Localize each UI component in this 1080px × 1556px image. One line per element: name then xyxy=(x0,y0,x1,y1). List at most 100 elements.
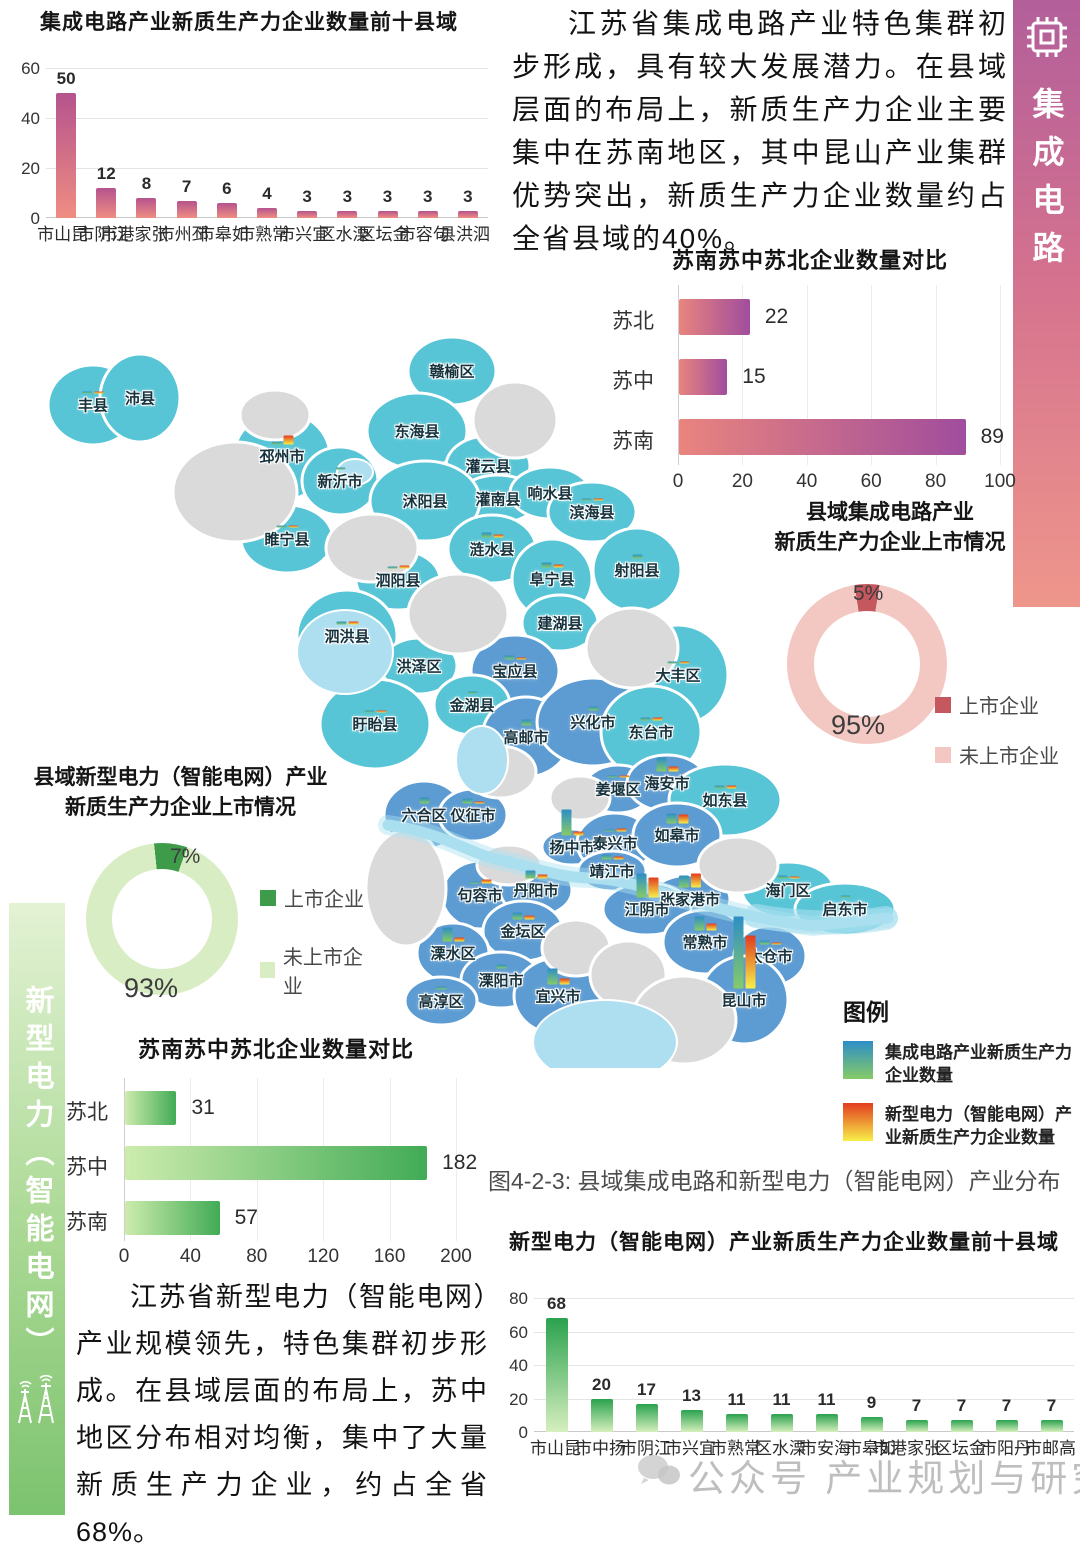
legend-title: 图例 xyxy=(843,999,889,1025)
bar xyxy=(257,208,277,218)
ic-mini-bar xyxy=(461,798,472,804)
county-name: 江阴市 xyxy=(624,901,670,919)
county-label: 泗阳县 xyxy=(375,565,421,591)
bar xyxy=(125,1090,177,1125)
legend-swatch xyxy=(935,746,951,763)
ic-gradient-swatch xyxy=(843,1041,873,1079)
x-axis-line xyxy=(534,1431,1074,1432)
x-tick-label: 120 xyxy=(307,1246,340,1267)
donut-title: 县域集成电路产业 新质生产力企业上市情况 xyxy=(774,501,1006,554)
county-name: 张家港市 xyxy=(659,891,721,909)
figure-caption: 图4-2-3: 县域集成电路和新型电力（智能电网）产业分布 xyxy=(488,1168,1061,1194)
power-mini-bar xyxy=(690,873,701,888)
county-label: 如皋市 xyxy=(654,813,700,846)
power-mini-bar xyxy=(651,717,662,721)
ic-mini-bar xyxy=(639,717,650,721)
y-tick-label: 80 xyxy=(509,1289,528,1308)
county-name: 靖江市 xyxy=(589,863,635,881)
county-label: 如东县 xyxy=(702,785,748,811)
county-mini-bars xyxy=(665,813,688,824)
county-label: 邳州市 xyxy=(259,435,305,467)
county-label: 阜宁县 xyxy=(529,562,575,590)
x-tick-label: 160 xyxy=(373,1246,406,1267)
ic-mini-bar xyxy=(631,554,642,559)
ic-mini-bar xyxy=(511,912,522,920)
county-label: 新沂市 xyxy=(317,467,363,492)
power-mini-bar xyxy=(618,775,629,778)
y-tick-label: 60 xyxy=(21,59,40,78)
county-label: 海门区 xyxy=(765,875,811,901)
ic-region-compare-chart: 苏南苏中苏北企业数量对比 0 20 40 60 80 100 苏北 22 苏中 15 苏南 89 xyxy=(608,243,1016,492)
x-tick-label: 40 xyxy=(179,1246,201,1267)
y-tick-label: 40 xyxy=(509,1356,528,1375)
power-listing-donut: 县域新型电力（智能电网）产业 新质生产力企业上市情况 7% 93% 上市企业 未上市企… xyxy=(8,763,376,1055)
bar xyxy=(995,1420,1018,1432)
x-category-label: 邳州市 xyxy=(154,225,208,243)
county-mini-bars xyxy=(732,916,755,989)
bar-value-label: 7 xyxy=(1001,1396,1012,1416)
bar-value-label: 89 xyxy=(980,425,1004,448)
donut-legend-item: 未上市企业 xyxy=(935,740,1059,769)
county-mini-bars xyxy=(81,391,104,394)
bar xyxy=(679,419,966,455)
county-mini-bars xyxy=(580,498,603,501)
ic-mini-bar xyxy=(335,621,346,625)
ic-mini-bar xyxy=(603,829,614,832)
gridline xyxy=(871,285,873,465)
ic-mini-bar xyxy=(503,655,514,660)
bar xyxy=(417,210,438,218)
legend-swatch xyxy=(260,962,275,978)
row-category-label: 苏中 xyxy=(66,1155,108,1179)
county-name: 邳州市 xyxy=(259,448,305,466)
bar-value-label: 7 xyxy=(1046,1396,1057,1416)
county-mini-bars xyxy=(480,532,503,538)
x-category-label: 高邮市 xyxy=(1022,1439,1075,1457)
gridline xyxy=(456,1078,457,1241)
ic-mini-bar xyxy=(580,498,591,501)
power-banner-label: 新型电力（智能电网） xyxy=(21,985,53,1365)
x-category-label: 昆山市 xyxy=(527,1439,580,1457)
donut-ring xyxy=(787,584,947,744)
county-label: 建湖县 xyxy=(537,613,582,634)
power-mini-bar xyxy=(523,915,534,920)
county-name: 泰兴市 xyxy=(592,835,638,853)
ic-mini-bar xyxy=(546,968,557,985)
county-label: 大丰区 xyxy=(655,661,701,686)
county-label: 江阴市 xyxy=(624,873,670,920)
power-mini-bar xyxy=(287,525,298,528)
county-mini-bars xyxy=(758,940,781,945)
ic-mini-bar xyxy=(606,775,617,778)
county-name: 高邮市 xyxy=(503,729,549,747)
county-label: 盱眙县 xyxy=(352,710,398,735)
chart-title: 苏南苏中苏北企业数量对比 xyxy=(671,248,948,273)
gridline xyxy=(742,285,744,465)
chart-title: 集成电路产业新质生产力企业数量前十县域 xyxy=(40,11,458,34)
county-label: 宜兴市 xyxy=(535,968,581,1007)
bar-value-label: 8 xyxy=(141,174,152,193)
x-tick-label: 200 xyxy=(440,1246,472,1267)
county-label: 射阳县 xyxy=(614,554,660,581)
power-mini-bar xyxy=(592,498,603,501)
x-category-label: 溧水区 xyxy=(315,225,369,243)
county-mini-bars xyxy=(655,757,678,772)
county-label: 扬中市 xyxy=(549,809,595,858)
county-name: 滨海县 xyxy=(569,504,615,522)
county-name: 丹阳市 xyxy=(513,882,559,900)
county-name: 灌南县 xyxy=(475,491,521,509)
county-name: 溧水区 xyxy=(430,945,476,963)
county-label: 沛县 xyxy=(125,388,155,409)
county-mini-bars xyxy=(435,986,446,990)
county-mini-bars xyxy=(540,562,563,568)
county-mini-bars xyxy=(503,655,526,660)
gridline xyxy=(534,1331,1074,1333)
county-label: 泰兴市 xyxy=(592,828,638,854)
legend-label: 未上市企业 xyxy=(959,746,1059,768)
county-mini-bars xyxy=(335,621,358,625)
bar xyxy=(679,299,750,335)
county-name: 如皋市 xyxy=(654,827,700,845)
county-label: 兴化市 xyxy=(570,706,616,733)
donut-legend-item: 上市企业 xyxy=(260,883,364,912)
bar xyxy=(297,210,318,218)
ic-mini-bar xyxy=(839,895,850,898)
ic-mini-bar xyxy=(418,797,429,804)
